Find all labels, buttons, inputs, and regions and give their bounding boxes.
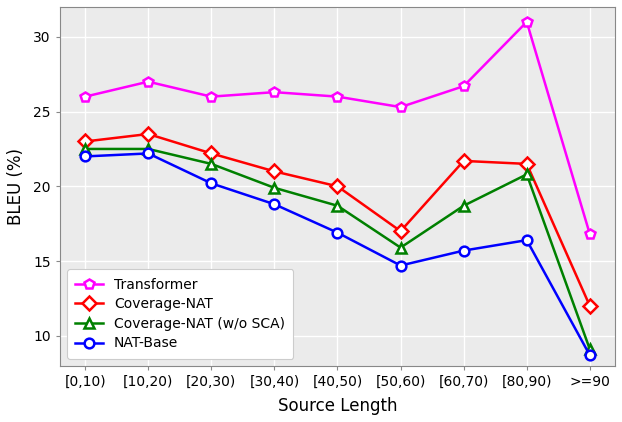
NAT-Base xyxy=(271,202,278,207)
Line: Coverage-NAT (w/o SCA): Coverage-NAT (w/o SCA) xyxy=(80,144,595,354)
Line: Coverage-NAT: Coverage-NAT xyxy=(80,129,595,311)
Coverage-NAT (w/o SCA) xyxy=(81,146,89,151)
NAT-Base xyxy=(586,353,593,358)
Transformer xyxy=(334,94,341,99)
Coverage-NAT (w/o SCA) xyxy=(523,172,531,177)
Line: NAT-Base: NAT-Base xyxy=(80,149,595,360)
Coverage-NAT (w/o SCA) xyxy=(208,161,215,166)
X-axis label: Source Length: Source Length xyxy=(278,397,397,415)
Transformer xyxy=(81,94,89,99)
Legend: Transformer, Coverage-NAT, Coverage-NAT (w/o SCA), NAT-Base: Transformer, Coverage-NAT, Coverage-NAT … xyxy=(67,269,294,359)
Coverage-NAT xyxy=(208,151,215,156)
Transformer xyxy=(144,79,152,84)
Transformer xyxy=(397,105,404,110)
NAT-Base xyxy=(81,154,89,159)
Coverage-NAT (w/o SCA) xyxy=(271,185,278,190)
Transformer xyxy=(208,94,215,99)
Coverage-NAT xyxy=(460,158,467,163)
NAT-Base xyxy=(144,151,152,156)
NAT-Base xyxy=(208,181,215,186)
Coverage-NAT xyxy=(81,139,89,144)
NAT-Base xyxy=(460,248,467,253)
Coverage-NAT xyxy=(144,132,152,137)
Coverage-NAT xyxy=(397,229,404,234)
Y-axis label: BLEU (%): BLEU (%) xyxy=(7,148,25,225)
Coverage-NAT xyxy=(271,169,278,174)
Coverage-NAT xyxy=(334,184,341,189)
Coverage-NAT (w/o SCA) xyxy=(586,347,593,352)
Transformer xyxy=(586,232,593,237)
Coverage-NAT xyxy=(523,161,531,166)
Transformer xyxy=(460,84,467,89)
Coverage-NAT (w/o SCA) xyxy=(460,203,467,208)
Transformer xyxy=(523,19,531,24)
Transformer xyxy=(271,89,278,95)
Coverage-NAT xyxy=(586,303,593,308)
Coverage-NAT (w/o SCA) xyxy=(397,245,404,250)
Line: Transformer: Transformer xyxy=(80,17,595,239)
Coverage-NAT (w/o SCA) xyxy=(334,203,341,208)
NAT-Base xyxy=(523,238,531,243)
NAT-Base xyxy=(397,263,404,268)
Coverage-NAT (w/o SCA) xyxy=(144,146,152,151)
NAT-Base xyxy=(334,230,341,235)
